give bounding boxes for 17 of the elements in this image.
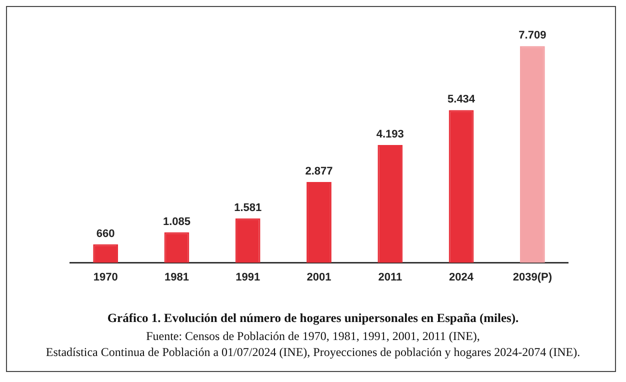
- x-tick-label: 1981: [164, 271, 189, 284]
- data-label: 660: [96, 228, 115, 240]
- data-label: 5.434: [448, 94, 476, 106]
- x-tick-label: 1970: [93, 271, 118, 284]
- x-tick-label: 2024: [449, 271, 474, 284]
- text: Estadística Continua de Población a 01/07/2024 (INE), Proyecciones de población y hogares 2024-2074 (INE).: [44, 344, 582, 360]
- source-note: Fuente: Censos de Población de 1970, 1981, 1991, 2001, 2011 (INE),: [145, 328, 481, 344]
- data-label: 1.581: [234, 202, 262, 214]
- x-tick-label: 2001: [306, 271, 332, 284]
- x-tick-label: 1991: [236, 271, 260, 284]
- text: Gráfico 1. Evolución del número de hogares unipersonales en España (miles).: [106, 310, 520, 326]
- data-label: 7.709: [518, 30, 546, 42]
- data-label: 1.085: [162, 216, 190, 228]
- data-label: 4.193: [376, 128, 404, 141]
- x-tick-label: 2011: [378, 271, 402, 284]
- data-label: 2.877: [305, 165, 333, 178]
- x-tick-label: 2039(P): [512, 271, 552, 284]
